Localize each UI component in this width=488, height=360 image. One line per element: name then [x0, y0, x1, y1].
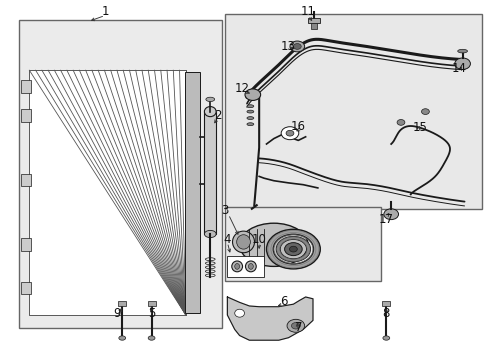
Bar [20, 238, 31, 251]
Text: 8: 8 [382, 307, 389, 320]
Circle shape [396, 120, 404, 125]
Circle shape [289, 41, 304, 52]
Circle shape [289, 246, 297, 252]
Bar [147, 301, 155, 306]
Bar [310, 23, 317, 29]
Text: 5: 5 [147, 307, 155, 320]
Text: 4: 4 [223, 233, 231, 246]
Text: 14: 14 [451, 62, 466, 75]
Text: 2: 2 [213, 109, 221, 122]
Text: 11: 11 [300, 5, 315, 18]
Text: 13: 13 [281, 40, 295, 53]
Bar [224, 14, 481, 209]
Circle shape [421, 109, 428, 114]
Ellipse shape [204, 230, 216, 238]
Text: 3: 3 [221, 204, 228, 217]
Text: 12: 12 [234, 82, 249, 95]
Bar [184, 72, 199, 313]
Bar [20, 282, 31, 294]
Circle shape [291, 323, 300, 329]
Bar [227, 256, 264, 277]
Text: 10: 10 [251, 233, 266, 246]
Bar [382, 301, 389, 306]
Bar [204, 112, 216, 234]
Text: 15: 15 [412, 121, 427, 134]
Text: 17: 17 [378, 213, 393, 226]
Polygon shape [227, 297, 312, 340]
Bar [224, 207, 381, 281]
Ellipse shape [248, 264, 253, 269]
Circle shape [293, 44, 301, 49]
Ellipse shape [246, 117, 253, 120]
Text: 16: 16 [290, 120, 305, 132]
Circle shape [284, 243, 302, 256]
Ellipse shape [457, 49, 467, 53]
Text: 9: 9 [113, 307, 121, 320]
Ellipse shape [236, 235, 250, 249]
Text: 7: 7 [294, 321, 302, 334]
Ellipse shape [245, 261, 256, 272]
Bar [19, 20, 221, 328]
Ellipse shape [246, 110, 253, 113]
Ellipse shape [382, 336, 389, 340]
Ellipse shape [246, 105, 253, 108]
Circle shape [244, 89, 260, 100]
Circle shape [454, 58, 469, 69]
Bar [20, 109, 31, 122]
Ellipse shape [205, 97, 214, 102]
Ellipse shape [148, 336, 155, 340]
Circle shape [281, 127, 298, 140]
Bar [118, 301, 126, 306]
Ellipse shape [232, 231, 254, 253]
Bar [20, 80, 31, 93]
Text: 6: 6 [279, 295, 287, 308]
Bar [29, 70, 185, 315]
Ellipse shape [234, 264, 239, 269]
Ellipse shape [234, 309, 244, 317]
Circle shape [285, 130, 293, 136]
Ellipse shape [239, 223, 307, 266]
Circle shape [383, 209, 398, 220]
Ellipse shape [231, 261, 242, 272]
Ellipse shape [204, 107, 216, 117]
Circle shape [286, 319, 304, 332]
Ellipse shape [246, 123, 253, 126]
Ellipse shape [119, 336, 125, 340]
Text: 1: 1 [101, 5, 109, 18]
Bar [307, 18, 319, 23]
Bar [20, 174, 31, 186]
